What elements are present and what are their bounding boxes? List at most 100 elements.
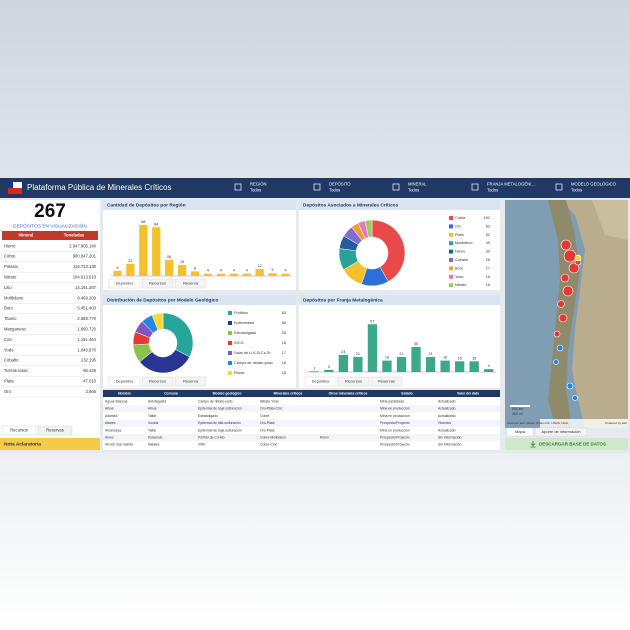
chart-title: Depósitos Asociados a Minerales Críticos [303,202,399,208]
bar[interactable] [324,369,334,372]
table-cell: Prospecto/Proyecto [380,421,410,425]
bar-value-label: 4 [220,269,222,273]
bar[interactable] [139,224,148,276]
bar[interactable] [216,273,226,276]
tab[interactable] [1,425,37,436]
bar[interactable] [242,273,251,276]
download-label[interactable]: DESCARGAR BASE DE DATOS [539,442,606,447]
bar[interactable] [126,263,135,276]
donut-slice[interactable] [364,219,373,238]
bar[interactable] [382,360,392,372]
bar[interactable] [455,361,465,372]
tab[interactable] [108,376,141,387]
filter-checkbox[interactable] [392,183,400,191]
table-cell: Epitermal de baja sulfuración [198,428,242,432]
bar[interactable] [411,347,421,372]
legend-swatch [449,249,453,254]
mineral-tonnes: 8.469.209 [77,295,96,300]
mineral-tonnes: 14.191.267 [75,285,97,290]
legend-swatch [228,341,232,345]
legend-swatch [228,361,232,365]
bar[interactable] [353,357,363,372]
bar[interactable] [367,324,378,372]
table-cell: Prospecto/Proyecto [380,443,410,447]
tab[interactable] [174,278,207,289]
donut-slice[interactable] [371,219,406,282]
bar[interactable] [338,354,348,372]
bar[interactable] [152,227,161,276]
table-cell: Taltal [148,428,156,432]
bar-value-label: 67 [370,319,374,323]
bar[interactable] [396,357,407,372]
filter-checkbox[interactable] [313,183,321,191]
bar[interactable] [268,273,277,276]
tab[interactable] [506,427,534,437]
legend-label: Pórfidos [234,311,248,315]
bar-value-label: 88 [141,220,145,224]
deposit-count: 267 [34,201,66,222]
tab-label: Reservas [378,379,395,384]
legend-value: 18 [282,341,286,345]
bar[interactable] [190,271,200,276]
chart-title-bar [299,295,500,305]
tab-label: Recursos [149,281,166,286]
table-cell: Oro-Plata [260,421,275,425]
bar[interactable] [309,371,319,372]
tab[interactable] [108,278,141,289]
note-bar[interactable] [0,438,100,450]
filter-checkbox[interactable] [555,183,563,191]
filter-value: Todos [250,188,261,193]
legend-swatch [228,331,232,335]
table-cell: Sin información [438,435,461,439]
tab[interactable] [174,376,207,387]
bar[interactable] [281,273,290,276]
bar[interactable] [229,273,238,276]
chart-title-bar [103,295,296,305]
tab[interactable] [370,376,403,387]
download-button[interactable] [505,438,628,450]
mineral-tonnes: 5.451.403 [77,306,96,311]
tab[interactable] [337,376,370,387]
bar-value-label: 21 [399,352,403,356]
bar[interactable] [113,270,122,276]
bar[interactable] [177,264,187,276]
chart-title-bar [299,200,500,210]
tab[interactable] [141,278,174,289]
tab-label: Depósitos [116,281,134,286]
note-label: Nota Aclaratoria [4,441,41,447]
mineral-name: Oro [4,389,12,394]
bar[interactable] [440,360,450,372]
donut-slice[interactable] [151,312,164,331]
tab[interactable] [534,427,588,437]
mineral-name: Titanio [4,316,17,321]
column-header: Minerales críticos [274,391,303,395]
map[interactable] [505,200,628,428]
bar[interactable] [255,269,264,276]
column-header: Toneladas [64,233,85,238]
bar-value-label: 21 [428,352,432,356]
mineral-tonnes: 104.613.510 [73,275,97,280]
donut-slice[interactable] [139,349,190,374]
tab-label: Mapa [515,429,526,434]
tab[interactable] [304,376,337,387]
legend-label: IOCG [234,341,244,345]
filter-checkbox[interactable] [234,183,242,191]
tab[interactable] [37,425,73,436]
filter-checkbox[interactable] [471,183,479,191]
bar[interactable] [425,357,436,372]
table-cell: Cobre [260,414,269,418]
bar[interactable] [203,273,213,276]
tab[interactable] [141,376,174,387]
bar[interactable] [469,361,479,372]
bar[interactable] [165,259,174,276]
tab-label: Reservas [46,428,64,433]
legend-value: 30 [486,250,490,254]
legend-swatch [449,241,453,246]
bar-value-label: 4 [284,269,286,273]
row-stripe [103,419,500,427]
legend-label: Campo de nitrato-yodo [234,361,273,365]
bar[interactable] [484,369,494,372]
filter-label: DEPÓSITO [329,182,351,187]
bar-value-label: 19 [180,260,184,264]
